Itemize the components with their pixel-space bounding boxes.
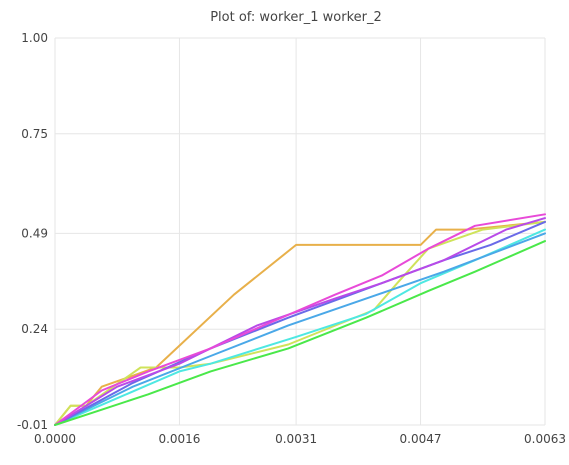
x-tick-label: 0.0063 — [524, 432, 566, 446]
y-tick-label: 0.24 — [21, 322, 48, 336]
series-line-5 — [54, 220, 546, 426]
series-line-6 — [54, 217, 546, 426]
x-axis-ticks: 0.0000 0.0016 0.0031 0.0047 0.0063 — [34, 432, 566, 446]
x-tick-label: 0.0016 — [158, 432, 200, 446]
series-line-1 — [54, 220, 546, 426]
y-axis-ticks: -0.01 0.24 0.49 0.75 1.00 — [17, 31, 48, 432]
chart-title: Plot of: worker_1 worker_2 — [210, 10, 382, 25]
series-line-3 — [54, 228, 546, 426]
series-line-7 — [54, 213, 546, 426]
series-line-2 — [54, 220, 546, 426]
series-lines — [54, 213, 546, 426]
series-line-8 — [54, 240, 546, 426]
y-tick-label: 0.75 — [21, 127, 48, 141]
x-tick-label: 0.0000 — [34, 432, 76, 446]
grid — [54, 37, 546, 426]
y-tick-label: 0.49 — [21, 226, 48, 240]
y-tick-label: 1.00 — [21, 31, 48, 45]
series-line-4 — [54, 232, 546, 426]
x-tick-label: 0.0031 — [275, 432, 317, 446]
y-tick-label: -0.01 — [17, 418, 48, 432]
x-tick-label: 0.0047 — [400, 432, 442, 446]
